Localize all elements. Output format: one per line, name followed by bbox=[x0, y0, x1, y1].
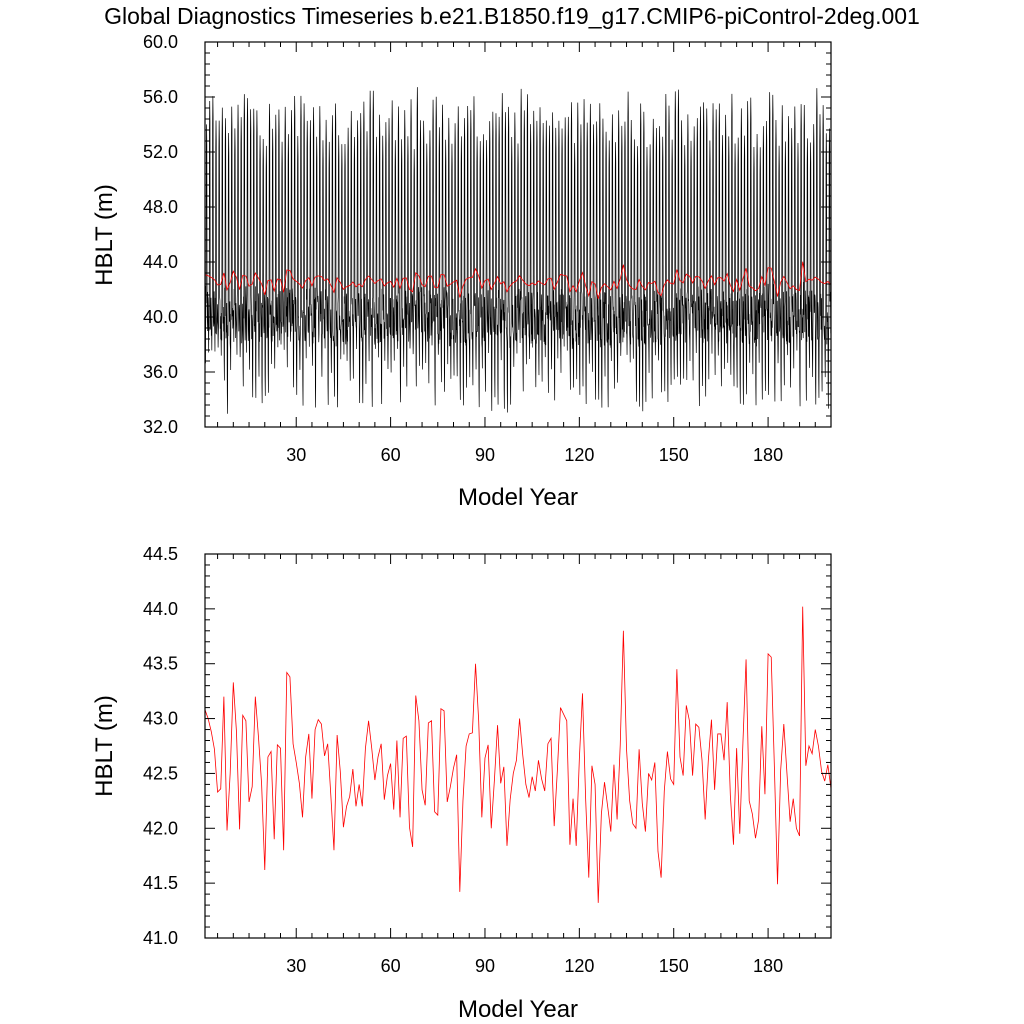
bottom-panel: 30 60 90 120 150 180 41.0 41.5 42.0 42.5 43.0 43.5 4… bbox=[91, 544, 832, 1023]
x-tick-label: 150 bbox=[659, 956, 689, 976]
y-tick-label: 48.0 bbox=[143, 197, 178, 217]
x-tick-label: 90 bbox=[475, 956, 495, 976]
x-tick-label: 30 bbox=[286, 445, 306, 465]
top-panel: 30 60 90 120 150 180 32.0 36.0 40.0 44.0 48.0 52.0 5… bbox=[91, 32, 832, 511]
y-axis-label: HBLT (m) bbox=[91, 695, 118, 797]
y-tick-label: 44.0 bbox=[143, 599, 178, 619]
plot-area-top bbox=[205, 87, 831, 414]
series-annual-line bbox=[205, 261, 831, 299]
y-tick-label: 60.0 bbox=[143, 32, 178, 52]
y-axis-label: HBLT (m) bbox=[91, 184, 118, 286]
axes-frame bbox=[204, 41, 832, 428]
series-annual-line bbox=[205, 606, 831, 903]
y-tick-label: 52.0 bbox=[143, 142, 178, 162]
y-tick-label: 41.0 bbox=[143, 928, 178, 948]
y-tick-label: 42.0 bbox=[143, 818, 178, 838]
series-monthly-line bbox=[205, 87, 831, 414]
x-tick-label: 180 bbox=[753, 956, 783, 976]
x-tick-label: 30 bbox=[286, 956, 306, 976]
y-tick-label: 42.5 bbox=[143, 763, 178, 783]
chart-title: Global Diagnostics Timeseries b.e21.B185… bbox=[104, 3, 920, 29]
plot-area-bottom bbox=[205, 606, 831, 903]
x-tick-label: 60 bbox=[381, 956, 401, 976]
x-tick-label: 150 bbox=[659, 445, 689, 465]
y-tick-label: 32.0 bbox=[143, 417, 178, 437]
y-tick-label: 43.5 bbox=[143, 654, 178, 674]
y-tick-label: 43.0 bbox=[143, 709, 178, 729]
axes-frame bbox=[204, 553, 832, 939]
y-tick-label: 40.0 bbox=[143, 307, 178, 327]
y-tick-label: 36.0 bbox=[143, 362, 178, 382]
y-tick-label: 41.5 bbox=[143, 873, 178, 893]
x-tick-label: 120 bbox=[564, 956, 594, 976]
x-tick-label: 90 bbox=[475, 445, 495, 465]
x-axis-label: Model Year bbox=[458, 996, 578, 1023]
x-tick-label: 60 bbox=[381, 445, 401, 465]
y-tick-label: 56.0 bbox=[143, 87, 178, 107]
x-axis-label: Model Year bbox=[458, 484, 578, 511]
x-tick-label: 180 bbox=[753, 445, 783, 465]
y-tick-label: 44.5 bbox=[143, 544, 178, 564]
x-tick-label: 120 bbox=[564, 445, 594, 465]
y-tick-label: 44.0 bbox=[143, 252, 178, 272]
